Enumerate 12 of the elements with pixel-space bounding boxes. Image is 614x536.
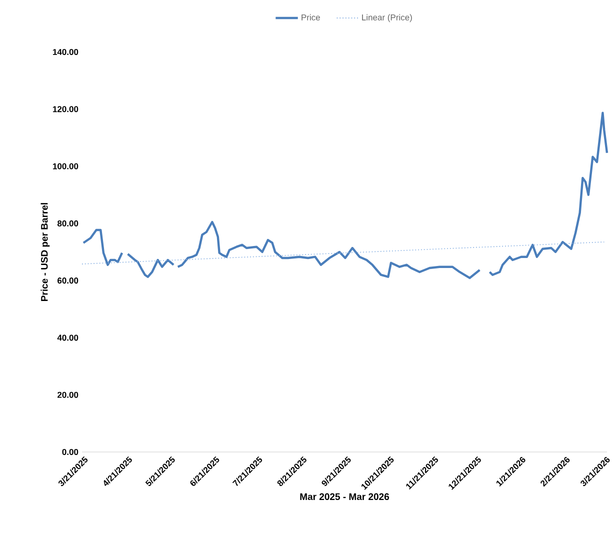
y-tick-label: 20.00 — [58, 392, 78, 398]
legend-label: Price — [302, 14, 320, 20]
y-tick-label: 80.00 — [57, 220, 78, 226]
y-tick-label: 140.00 — [53, 48, 78, 55]
y-tick-label: 60.00 — [58, 278, 78, 284]
y-tick-label: 100.00 — [53, 163, 78, 170]
y-axis-title: Price - USD per Barrel — [40, 203, 50, 301]
y-tick-label: 40.00 — [57, 334, 78, 341]
x-axis-title: Mar 2025 - Mar 2026 — [300, 493, 390, 500]
legend-label: Linear (Price) — [362, 14, 412, 22]
y-tick-label: 0.00 — [62, 448, 78, 455]
y-tick-label: 120.00 — [53, 106, 78, 112]
